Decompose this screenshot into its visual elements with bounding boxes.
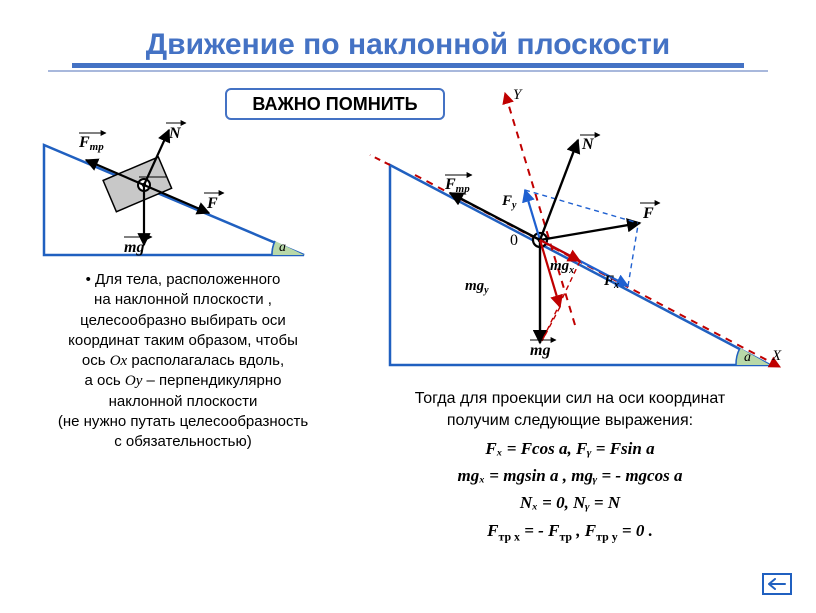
slide-title: Движение по наклонной плоскости <box>24 20 792 72</box>
formula-2: mgₓ = mgsin a , mgᵧ = - mgcos a <box>370 462 770 489</box>
svg-text:Fтр: Fтр <box>444 176 470 195</box>
formula-3: Nₓ = 0, Nᵧ = N <box>370 489 770 516</box>
f4f: тр y <box>596 529 618 543</box>
svg-text:Y: Y <box>513 87 523 103</box>
svg-text:mg: mg <box>530 342 550 359</box>
svg-text:N: N <box>581 136 595 153</box>
svg-text:Fy: Fy <box>501 193 517 211</box>
title-rule-outer <box>48 70 768 72</box>
lt-l6c: – перпендикулярно <box>142 372 281 389</box>
svg-text:N: N <box>168 125 182 142</box>
lt-l4: координат таким образом, чтобы <box>68 332 298 349</box>
svg-text:X: X <box>771 348 782 364</box>
lt-l5b: Ox <box>110 353 128 369</box>
f4b: тр x <box>498 529 520 543</box>
rt-l1: Тогда для проекции сил на оси координат <box>415 390 726 407</box>
formula-1: Fₓ = Fcos a, Fᵧ = Fsin a <box>370 435 770 462</box>
lt-l5c: располагалась вдоль, <box>127 352 284 369</box>
lt-l6a: а ось <box>85 372 125 389</box>
svg-text:mgy: mgy <box>465 278 489 296</box>
lt-l6b: Oy <box>125 373 143 389</box>
right-diagram: a X Y 0 <box>350 85 790 375</box>
f4e: , F <box>572 521 596 540</box>
title-rule-inner <box>72 63 744 68</box>
svg-text:Fтр: Fтр <box>78 134 104 153</box>
svg-text:Fx: Fx <box>603 273 619 291</box>
lt-l9: с обязательностью) <box>114 433 251 450</box>
lt-l3: целесообразно выбирать оси <box>80 312 286 329</box>
lt-l7: наклонной плоскости <box>109 393 258 410</box>
lt-l5a: ось <box>82 352 110 369</box>
svg-text:F: F <box>206 195 218 212</box>
formula-4: Fтр x = - Fтр , Fтр y = 0 . <box>370 517 770 546</box>
f4c: = - F <box>520 521 559 540</box>
rt-l2: получим следующие выражения: <box>447 412 693 429</box>
svg-text:a: a <box>279 240 286 255</box>
f4g: = 0 . <box>618 521 653 540</box>
left-paragraph: • Для тела, расположенного на наклонной … <box>18 270 348 452</box>
f4d: тр <box>559 529 572 543</box>
lt-l1: • Для тела, расположенного <box>86 271 281 288</box>
svg-text:0: 0 <box>510 232 518 249</box>
f4a: F <box>487 521 498 540</box>
back-button[interactable] <box>762 573 792 595</box>
back-arrow-icon <box>768 578 786 590</box>
lt-l2: на наклонной плоскости , <box>94 291 272 308</box>
right-paragraph: Тогда для проекции сил на оси координат … <box>350 388 790 431</box>
lt-l8: (не нужно путать целесообразность <box>58 413 308 430</box>
title-text: Движение по наклонной плоскости <box>146 28 670 61</box>
svg-text:mg: mg <box>124 239 144 256</box>
left-diagram: a Fтр N F mg <box>24 95 324 265</box>
svg-text:F: F <box>642 205 654 222</box>
formulas: Fₓ = Fcos a, Fᵧ = Fsin a mgₓ = mgsin a ,… <box>370 435 770 546</box>
